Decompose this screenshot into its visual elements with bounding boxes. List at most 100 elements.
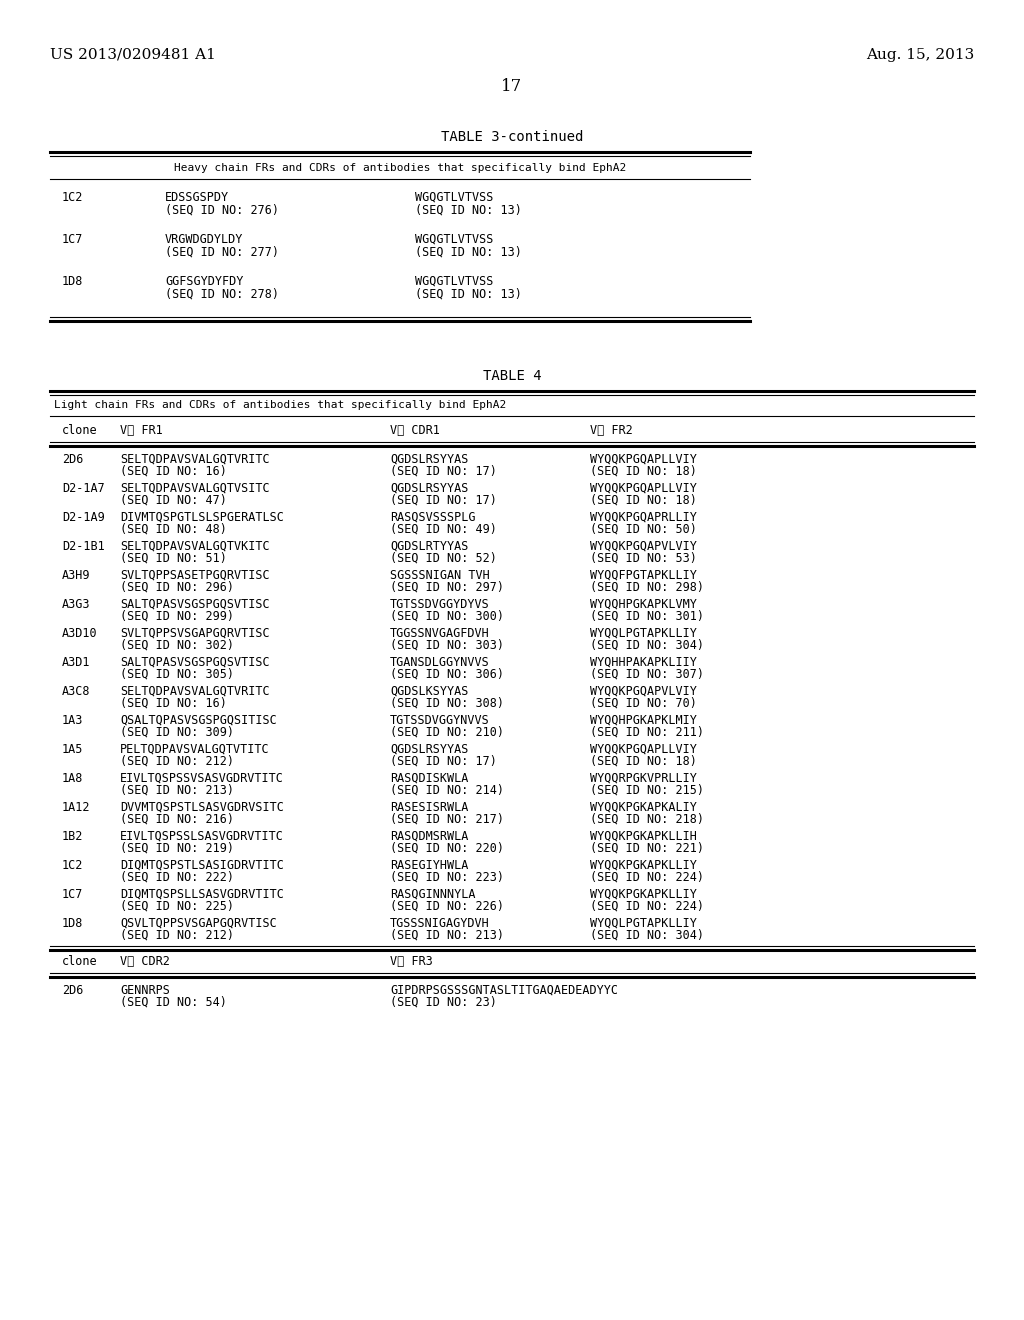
- Text: (SEQ ID NO: 220): (SEQ ID NO: 220): [390, 842, 504, 855]
- Text: RASQSVSSSPLG: RASQSVSSSPLG: [390, 511, 475, 524]
- Text: (SEQ ID NO: 17): (SEQ ID NO: 17): [390, 755, 497, 768]
- Text: DIQMTQSPSTLSASIGDRVTITC: DIQMTQSPSTLSASIGDRVTITC: [120, 859, 284, 873]
- Text: A3D10: A3D10: [62, 627, 97, 640]
- Text: (SEQ ID NO: 278): (SEQ ID NO: 278): [165, 288, 279, 301]
- Text: (SEQ ID NO: 50): (SEQ ID NO: 50): [590, 523, 697, 536]
- Text: (SEQ ID NO: 217): (SEQ ID NO: 217): [390, 813, 504, 826]
- Text: WYQQHPGKAPKLMIY: WYQQHPGKAPKLMIY: [590, 714, 697, 727]
- Text: TGTSSDVGGYDYVS: TGTSSDVGGYDYVS: [390, 598, 489, 611]
- Text: SVLTQPPSASETPGQRVTISC: SVLTQPPSASETPGQRVTISC: [120, 569, 269, 582]
- Text: Light chain FRs and CDRs of antibodies that specifically bind EphA2: Light chain FRs and CDRs of antibodies t…: [54, 400, 506, 411]
- Text: Vℓ CDR1: Vℓ CDR1: [390, 424, 440, 437]
- Text: (SEQ ID NO: 212): (SEQ ID NO: 212): [120, 929, 234, 942]
- Text: 1A3: 1A3: [62, 714, 83, 727]
- Text: 1D8: 1D8: [62, 275, 83, 288]
- Text: (SEQ ID NO: 17): (SEQ ID NO: 17): [390, 494, 497, 507]
- Text: (SEQ ID NO: 70): (SEQ ID NO: 70): [590, 697, 697, 710]
- Text: (SEQ ID NO: 47): (SEQ ID NO: 47): [120, 494, 227, 507]
- Text: WYQQKPGQAPLLVIY: WYQQKPGQAPLLVIY: [590, 482, 697, 495]
- Text: 2D6: 2D6: [62, 983, 83, 997]
- Text: 2D6: 2D6: [62, 453, 83, 466]
- Text: TGGSSNVGAGFDVH: TGGSSNVGAGFDVH: [390, 627, 489, 640]
- Text: (SEQ ID NO: 18): (SEQ ID NO: 18): [590, 755, 697, 768]
- Text: QSVLTQPPSVSGAPGQRVTISC: QSVLTQPPSVSGAPGQRVTISC: [120, 917, 276, 931]
- Text: (SEQ ID NO: 298): (SEQ ID NO: 298): [590, 581, 705, 594]
- Text: (SEQ ID NO: 214): (SEQ ID NO: 214): [390, 784, 504, 797]
- Text: (SEQ ID NO: 309): (SEQ ID NO: 309): [120, 726, 234, 739]
- Text: WYQQKPGKAPKLLIH: WYQQKPGKAPKLLIH: [590, 830, 697, 843]
- Text: US 2013/0209481 A1: US 2013/0209481 A1: [50, 48, 216, 62]
- Text: WYQHHPAKAPKLIIY: WYQHHPAKAPKLIIY: [590, 656, 697, 669]
- Text: (SEQ ID NO: 18): (SEQ ID NO: 18): [590, 494, 697, 507]
- Text: (SEQ ID NO: 17): (SEQ ID NO: 17): [390, 465, 497, 478]
- Text: clone: clone: [62, 424, 97, 437]
- Text: QGDSLRSYYAS: QGDSLRSYYAS: [390, 453, 468, 466]
- Text: GGFSGYDYFDY: GGFSGYDYFDY: [165, 275, 244, 288]
- Text: SVLTQPPSVSGAPGQRVTISC: SVLTQPPSVSGAPGQRVTISC: [120, 627, 269, 640]
- Text: (SEQ ID NO: 54): (SEQ ID NO: 54): [120, 997, 227, 1008]
- Text: EIVLTQSPSSLSASVGDRVTITC: EIVLTQSPSSLSASVGDRVTITC: [120, 830, 284, 843]
- Text: GENNRPS: GENNRPS: [120, 983, 170, 997]
- Text: TGSSSNIGAGYDVH: TGSSSNIGAGYDVH: [390, 917, 489, 931]
- Text: A3H9: A3H9: [62, 569, 90, 582]
- Text: QGDSLRSYYAS: QGDSLRSYYAS: [390, 743, 468, 756]
- Text: SELTQDPAVSVALGQTVSITC: SELTQDPAVSVALGQTVSITC: [120, 482, 269, 495]
- Text: (SEQ ID NO: 215): (SEQ ID NO: 215): [590, 784, 705, 797]
- Text: SGSSSNIGAN TVH: SGSSSNIGAN TVH: [390, 569, 489, 582]
- Text: (SEQ ID NO: 225): (SEQ ID NO: 225): [120, 900, 234, 913]
- Text: WYQQKPGKAPKLLIY: WYQQKPGKAPKLLIY: [590, 859, 697, 873]
- Text: DIVMTQSPGTLSLSPGERATLSC: DIVMTQSPGTLSLSPGERATLSC: [120, 511, 284, 524]
- Text: (SEQ ID NO: 213): (SEQ ID NO: 213): [390, 929, 504, 942]
- Text: WYQQKPGKAPKALIY: WYQQKPGKAPKALIY: [590, 801, 697, 814]
- Text: (SEQ ID NO: 48): (SEQ ID NO: 48): [120, 523, 227, 536]
- Text: WYQQKPGQAPLLVIY: WYQQKPGQAPLLVIY: [590, 453, 697, 466]
- Text: (SEQ ID NO: 224): (SEQ ID NO: 224): [590, 900, 705, 913]
- Text: 1C2: 1C2: [62, 191, 83, 205]
- Text: (SEQ ID NO: 211): (SEQ ID NO: 211): [590, 726, 705, 739]
- Text: (SEQ ID NO: 305): (SEQ ID NO: 305): [120, 668, 234, 681]
- Text: WGQGTLVTVSS: WGQGTLVTVSS: [415, 191, 494, 205]
- Text: (SEQ ID NO: 18): (SEQ ID NO: 18): [590, 465, 697, 478]
- Text: EDSSGSPDY: EDSSGSPDY: [165, 191, 229, 205]
- Text: D2-1B1: D2-1B1: [62, 540, 104, 553]
- Text: WYQQRPGKVPRLLIY: WYQQRPGKVPRLLIY: [590, 772, 697, 785]
- Text: WYQQKPGKAPKLLIY: WYQQKPGKAPKLLIY: [590, 888, 697, 902]
- Text: (SEQ ID NO: 302): (SEQ ID NO: 302): [120, 639, 234, 652]
- Text: (SEQ ID NO: 216): (SEQ ID NO: 216): [120, 813, 234, 826]
- Text: 1C7: 1C7: [62, 888, 83, 902]
- Text: (SEQ ID NO: 300): (SEQ ID NO: 300): [390, 610, 504, 623]
- Text: WYQQLPGTAPKLLIY: WYQQLPGTAPKLLIY: [590, 627, 697, 640]
- Text: (SEQ ID NO: 16): (SEQ ID NO: 16): [120, 465, 227, 478]
- Text: (SEQ ID NO: 308): (SEQ ID NO: 308): [390, 697, 504, 710]
- Text: WYQQHPGKAPKLVMY: WYQQHPGKAPKLVMY: [590, 598, 697, 611]
- Text: GIPDRPSGSSSGNTASLTITGAQAEDEADYYC: GIPDRPSGSSSGNTASLTITGAQAEDEADYYC: [390, 983, 618, 997]
- Text: (SEQ ID NO: 13): (SEQ ID NO: 13): [415, 246, 522, 259]
- Text: A3C8: A3C8: [62, 685, 90, 698]
- Text: (SEQ ID NO: 13): (SEQ ID NO: 13): [415, 205, 522, 216]
- Text: WYQQKPGQAPLLVIY: WYQQKPGQAPLLVIY: [590, 743, 697, 756]
- Text: QGDSLRTYYAS: QGDSLRTYYAS: [390, 540, 468, 553]
- Text: D2-1A7: D2-1A7: [62, 482, 104, 495]
- Text: 1A12: 1A12: [62, 801, 90, 814]
- Text: 1A8: 1A8: [62, 772, 83, 785]
- Text: (SEQ ID NO: 304): (SEQ ID NO: 304): [590, 639, 705, 652]
- Text: (SEQ ID NO: 23): (SEQ ID NO: 23): [390, 997, 497, 1008]
- Text: PELTQDPAVSVALGQTVTITC: PELTQDPAVSVALGQTVTITC: [120, 743, 269, 756]
- Text: (SEQ ID NO: 16): (SEQ ID NO: 16): [120, 697, 227, 710]
- Text: D2-1A9: D2-1A9: [62, 511, 104, 524]
- Text: (SEQ ID NO: 276): (SEQ ID NO: 276): [165, 205, 279, 216]
- Text: (SEQ ID NO: 296): (SEQ ID NO: 296): [120, 581, 234, 594]
- Text: A3D1: A3D1: [62, 656, 90, 669]
- Text: RASQGINNNYLA: RASQGINNNYLA: [390, 888, 475, 902]
- Text: RASESISRWLA: RASESISRWLA: [390, 801, 468, 814]
- Text: RASQDMSRWLA: RASQDMSRWLA: [390, 830, 468, 843]
- Text: WYQQKPGQAPVLVIY: WYQQKPGQAPVLVIY: [590, 685, 697, 698]
- Text: Aug. 15, 2013: Aug. 15, 2013: [865, 48, 974, 62]
- Text: TGANSDLGGYNVVS: TGANSDLGGYNVVS: [390, 656, 489, 669]
- Text: 1D8: 1D8: [62, 917, 83, 931]
- Text: WYQQKPGQAPVLVIY: WYQQKPGQAPVLVIY: [590, 540, 697, 553]
- Text: (SEQ ID NO: 210): (SEQ ID NO: 210): [390, 726, 504, 739]
- Text: (SEQ ID NO: 13): (SEQ ID NO: 13): [415, 288, 522, 301]
- Text: Vℓ CDR2: Vℓ CDR2: [120, 954, 170, 968]
- Text: Heavy chain FRs and CDRs of antibodies that specifically bind EphA2: Heavy chain FRs and CDRs of antibodies t…: [174, 162, 626, 173]
